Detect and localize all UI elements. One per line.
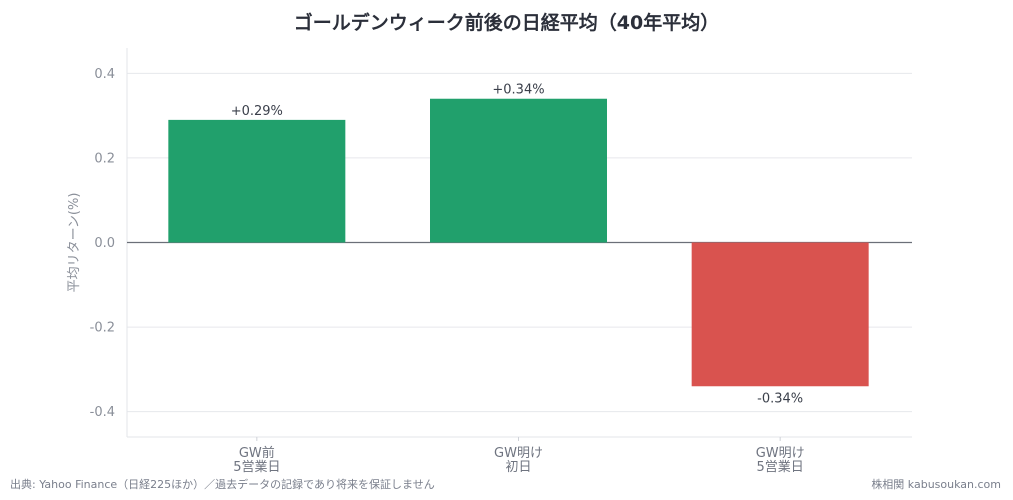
x-tick-label: GW前 (239, 445, 275, 461)
bar (430, 98, 607, 243)
bars (168, 98, 869, 387)
bar-value-label: +0.34% (492, 83, 544, 98)
y-axis-label: 平均リターン(%) (67, 193, 82, 293)
x-tick-label: GW明け (494, 446, 543, 461)
labels: 0.40.20.0-0.2-0.4平均リターン(%)+0.29%GW前5営業日+… (67, 67, 805, 475)
source-note: 出典: Yahoo Finance（日経225ほか）／過去データの記録であり将来… (10, 478, 435, 491)
bar-value-label: +0.29% (231, 104, 283, 119)
y-tick-label: -0.4 (90, 405, 115, 420)
bar-value-label: -0.34% (757, 391, 803, 406)
x-tick-label: GW明け (756, 446, 805, 461)
chart-title: ゴールデンウィーク前後の日経平均（40年平均） (293, 12, 720, 34)
y-tick-label: 0.2 (94, 151, 115, 166)
y-tick-label: 0.4 (94, 67, 115, 82)
y-tick-label: 0.0 (94, 236, 115, 251)
x-tick-label: 初日 (505, 460, 531, 475)
x-tick-label: 5営業日 (233, 459, 280, 475)
y-tick-label: -0.2 (90, 321, 115, 336)
site-credit: 株相関 kabusoukan.com (871, 478, 1001, 491)
bar (168, 119, 346, 243)
x-tick-label: 5営業日 (757, 459, 804, 475)
bar (691, 242, 869, 387)
